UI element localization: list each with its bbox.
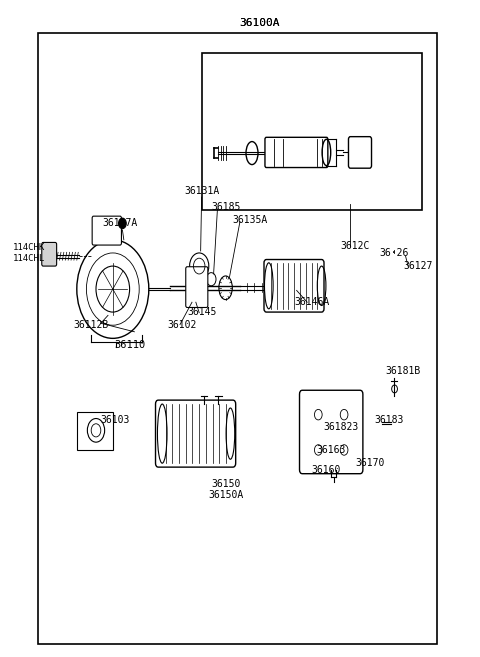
Text: 36163: 36163 — [316, 445, 346, 455]
FancyBboxPatch shape — [264, 260, 324, 312]
Text: 36100A: 36100A — [239, 18, 279, 28]
Bar — [202, 53, 422, 210]
Text: 3612C: 3612C — [340, 241, 370, 252]
Text: 36145: 36145 — [187, 307, 216, 317]
Bar — [38, 33, 437, 644]
Text: 36170: 36170 — [355, 458, 384, 468]
Text: 114CHK
114CHL: 114CHK 114CHL — [12, 243, 45, 263]
Bar — [77, 412, 113, 450]
FancyBboxPatch shape — [156, 400, 236, 467]
FancyBboxPatch shape — [300, 390, 363, 474]
Circle shape — [119, 218, 126, 229]
Text: 36103: 36103 — [100, 415, 130, 426]
FancyBboxPatch shape — [42, 242, 57, 266]
FancyBboxPatch shape — [265, 137, 328, 168]
Text: 36110: 36110 — [114, 340, 145, 350]
Text: 36100A: 36100A — [239, 18, 279, 28]
Text: 36112B: 36112B — [73, 320, 109, 330]
FancyBboxPatch shape — [348, 137, 372, 168]
Text: 36131A: 36131A — [184, 185, 219, 196]
Text: 36·26: 36·26 — [379, 248, 408, 258]
Text: 36146A: 36146A — [294, 297, 330, 307]
FancyBboxPatch shape — [186, 267, 208, 307]
Text: 36183: 36183 — [374, 415, 404, 426]
Text: 36185: 36185 — [211, 202, 240, 212]
Text: 36181B: 36181B — [385, 366, 421, 376]
Text: 36102: 36102 — [168, 320, 197, 330]
FancyBboxPatch shape — [92, 216, 121, 245]
Text: 36160: 36160 — [312, 464, 341, 475]
Text: 361823: 361823 — [323, 422, 359, 432]
Text: 36135A: 36135A — [232, 215, 267, 225]
Text: 36150
36150A: 36150 36150A — [208, 479, 243, 500]
Text: 36117A: 36117A — [102, 218, 138, 229]
Text: 36127: 36127 — [403, 261, 432, 271]
